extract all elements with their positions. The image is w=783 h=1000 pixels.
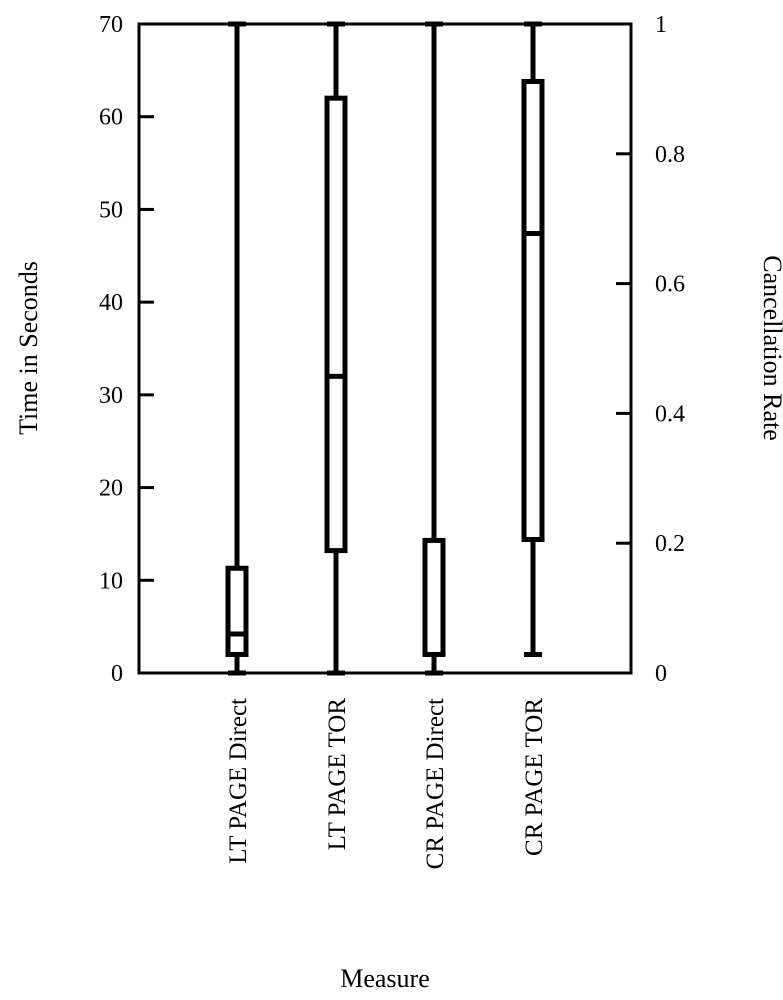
left-axis-ticks: 0 10 20 30 40 50 60 70 bbox=[99, 12, 154, 687]
category-label: LT PAGE TOR bbox=[324, 698, 351, 851]
category-label: CR PAGE Direct bbox=[422, 698, 449, 869]
right-axis-ticks: 0 0.2 0.4 0.6 0.8 1 bbox=[616, 12, 685, 687]
left-tick-label: 40 bbox=[99, 290, 123, 316]
left-tick-label: 50 bbox=[99, 197, 123, 223]
category-label: LT PAGE Direct bbox=[225, 698, 252, 864]
right-tick-label: 0.8 bbox=[655, 142, 685, 168]
right-tick-label: 0.6 bbox=[655, 272, 685, 298]
y2-axis-title: Cancellation Rate bbox=[758, 255, 783, 441]
right-tick-label: 1 bbox=[655, 12, 667, 38]
box-2 bbox=[324, 21, 348, 676]
iqr-box bbox=[324, 95, 348, 554]
left-tick-label: 60 bbox=[99, 105, 123, 131]
box-3 bbox=[422, 21, 446, 676]
left-tick-label: 0 bbox=[111, 661, 123, 687]
y-axis-title: Time in Seconds bbox=[14, 261, 43, 435]
left-tick-label: 20 bbox=[99, 476, 123, 502]
left-tick-label: 70 bbox=[99, 12, 123, 38]
box-series bbox=[225, 21, 545, 676]
iqr-box bbox=[422, 537, 446, 657]
left-tick-label: 30 bbox=[99, 383, 123, 409]
category-labels: LT PAGE Direct LT PAGE TOR CR PAGE Direct C… bbox=[225, 698, 548, 870]
box-1 bbox=[225, 21, 249, 676]
left-tick-label: 10 bbox=[99, 568, 123, 594]
right-tick-label: 0 bbox=[655, 661, 667, 687]
iqr-box bbox=[225, 565, 249, 657]
right-tick-label: 0.4 bbox=[655, 401, 685, 427]
right-tick-label: 0.2 bbox=[655, 531, 685, 557]
iqr-box bbox=[521, 78, 545, 542]
category-label: CR PAGE TOR bbox=[521, 698, 548, 856]
x-axis-title: Measure bbox=[340, 964, 430, 993]
plot-frame bbox=[137, 22, 633, 675]
box-4 bbox=[521, 21, 545, 657]
